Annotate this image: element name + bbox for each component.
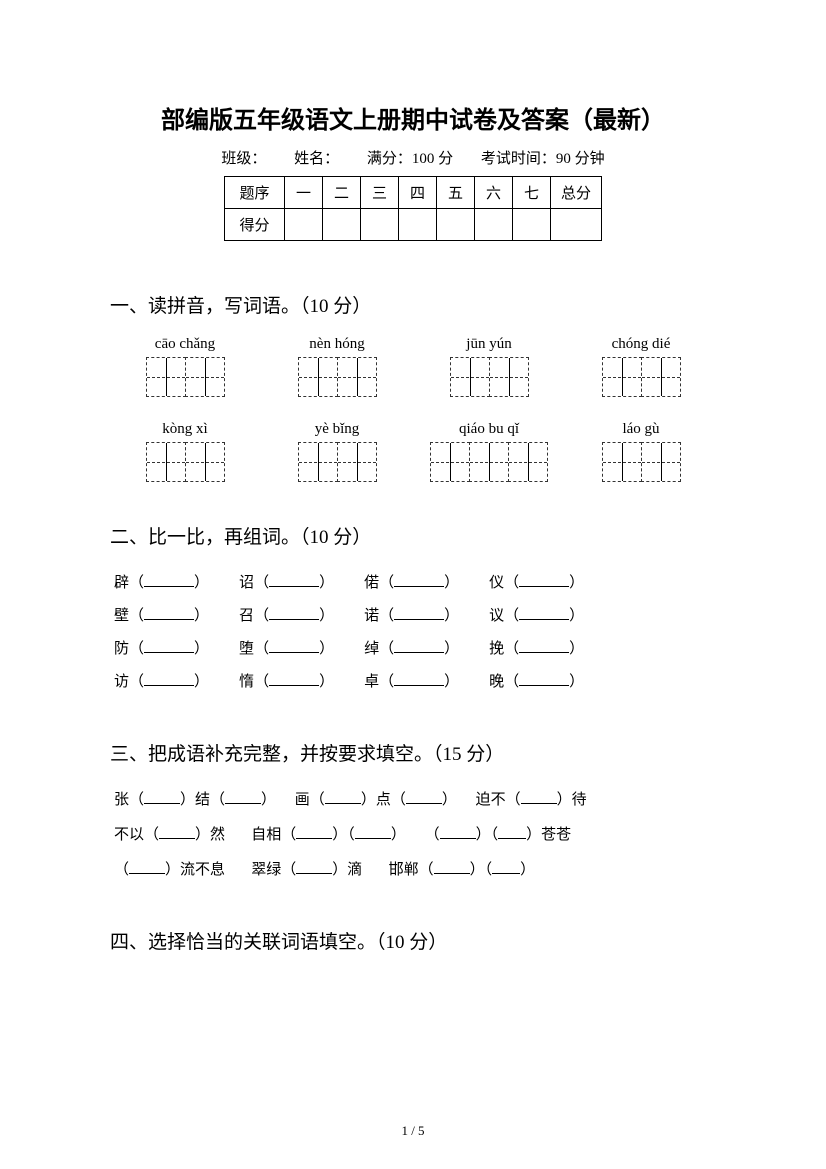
section-heading: 三、把成语补充完整，并按要求填空。（15 分）	[110, 739, 716, 766]
idiom-grid: 张（）结（） 画（）点（） 迫不（）待 不以（）然 自相（）（） （）（）苍苍 …	[110, 784, 716, 887]
compare-item: 诺（）	[364, 600, 459, 633]
score-table: 题序 一 二 三 四 五 六 七 总分 得分	[224, 176, 602, 241]
section-2: 二、比一比，再组词。（10 分） 辟（） 诏（） 偌（） 仪（） 壁（） 召（）…	[110, 522, 716, 699]
class-label: 班级：	[221, 151, 266, 167]
cell	[284, 209, 322, 241]
compare-item: 议（）	[489, 600, 584, 633]
pinyin-label: nèn hóng	[272, 336, 402, 353]
char-box-group	[272, 357, 402, 397]
char-box-group	[272, 442, 402, 482]
section-heading: 二、比一比，再组词。（10 分）	[110, 522, 716, 549]
compare-item: 防（）	[114, 633, 209, 666]
section-4: 四、选择恰当的关联词语填空。（10 分）	[110, 927, 716, 954]
cell	[322, 209, 360, 241]
table-row: 得分	[224, 209, 601, 241]
table-row: 题序 一 二 三 四 五 六 七 总分	[224, 177, 601, 209]
cell	[360, 209, 398, 241]
cell: 二	[322, 177, 360, 209]
cell	[474, 209, 512, 241]
cell: 七	[512, 177, 550, 209]
cell: 四	[398, 177, 436, 209]
section-heading: 一、读拼音，写词语。（10 分）	[110, 291, 716, 318]
section-1: 一、读拼音，写词语。（10 分） cāo chǎng nèn hóng jūn …	[110, 291, 716, 482]
pinyin-label: cāo chǎng	[120, 336, 250, 353]
char-box-group	[576, 357, 706, 397]
compare-item: 诏（）	[239, 567, 334, 600]
exam-info-row: 班级： 姓名： 满分：100 分 考试时间：90 分钟	[110, 147, 716, 168]
cell: 六	[474, 177, 512, 209]
page-title: 部编版五年级语文上册期中试卷及答案（最新）	[110, 100, 716, 135]
compare-item: 召（）	[239, 600, 334, 633]
cell: 三	[360, 177, 398, 209]
cell: 一	[284, 177, 322, 209]
pinyin-label: kòng xì	[120, 421, 250, 438]
cell	[512, 209, 550, 241]
cell: 得分	[224, 209, 284, 241]
idiom-row: 张（）结（） 画（）点（） 迫不（）待	[114, 784, 716, 817]
compare-item: 仪（）	[489, 567, 584, 600]
compare-row: 访（） 惰（） 卓（） 晚（）	[114, 666, 716, 699]
compare-row: 壁（） 召（） 诺（） 议（）	[114, 600, 716, 633]
exam-time-label: 考试时间：90 分钟	[481, 151, 605, 167]
cell: 总分	[550, 177, 601, 209]
compare-item: 堕（）	[239, 633, 334, 666]
compare-grid: 辟（） 诏（） 偌（） 仪（） 壁（） 召（） 诺（） 议（） 防（） 堕（） …	[110, 567, 716, 699]
compare-row: 防（） 堕（） 绰（） 挽（）	[114, 633, 716, 666]
cell: 题序	[224, 177, 284, 209]
char-box-group	[424, 357, 554, 397]
compare-item: 辟（）	[114, 567, 209, 600]
compare-item: 访（）	[114, 666, 209, 699]
compare-item: 挽（）	[489, 633, 584, 666]
char-boxes-row	[110, 357, 716, 397]
compare-item: 壁（）	[114, 600, 209, 633]
compare-item: 卓（）	[364, 666, 459, 699]
char-box-group	[120, 442, 250, 482]
char-box-group	[424, 442, 554, 482]
cell	[436, 209, 474, 241]
idiom-row: （）流不息 翠绿（）滴 邯郸（）（）	[114, 854, 716, 887]
compare-item: 晚（）	[489, 666, 584, 699]
compare-item: 绰（）	[364, 633, 459, 666]
compare-row: 辟（） 诏（） 偌（） 仪（）	[114, 567, 716, 600]
pinyin-label: jūn yún	[424, 336, 554, 353]
pinyin-label: láo gù	[576, 421, 706, 438]
compare-item: 惰（）	[239, 666, 334, 699]
pinyin-label: qiáo bu qǐ	[424, 421, 554, 438]
pinyin-label: yè bǐng	[272, 421, 402, 438]
idiom-row: 不以（）然 自相（）（） （）（）苍苍	[114, 819, 716, 852]
pinyin-row: cāo chǎng nèn hóng jūn yún chóng dié	[110, 336, 716, 353]
section-3: 三、把成语补充完整，并按要求填空。（15 分） 张（）结（） 画（）点（） 迫不…	[110, 739, 716, 887]
full-score-label: 满分：100 分	[367, 151, 453, 167]
pinyin-label: chóng dié	[576, 336, 706, 353]
char-box-group	[576, 442, 706, 482]
page-number: 1 / 5	[0, 1123, 826, 1139]
name-label: 姓名：	[294, 151, 339, 167]
compare-item: 偌（）	[364, 567, 459, 600]
cell: 五	[436, 177, 474, 209]
cell	[398, 209, 436, 241]
pinyin-row: kòng xì yè bǐng qiáo bu qǐ láo gù	[110, 421, 716, 438]
section-heading: 四、选择恰当的关联词语填空。（10 分）	[110, 927, 716, 954]
char-boxes-row	[110, 442, 716, 482]
char-box-group	[120, 357, 250, 397]
cell	[550, 209, 601, 241]
